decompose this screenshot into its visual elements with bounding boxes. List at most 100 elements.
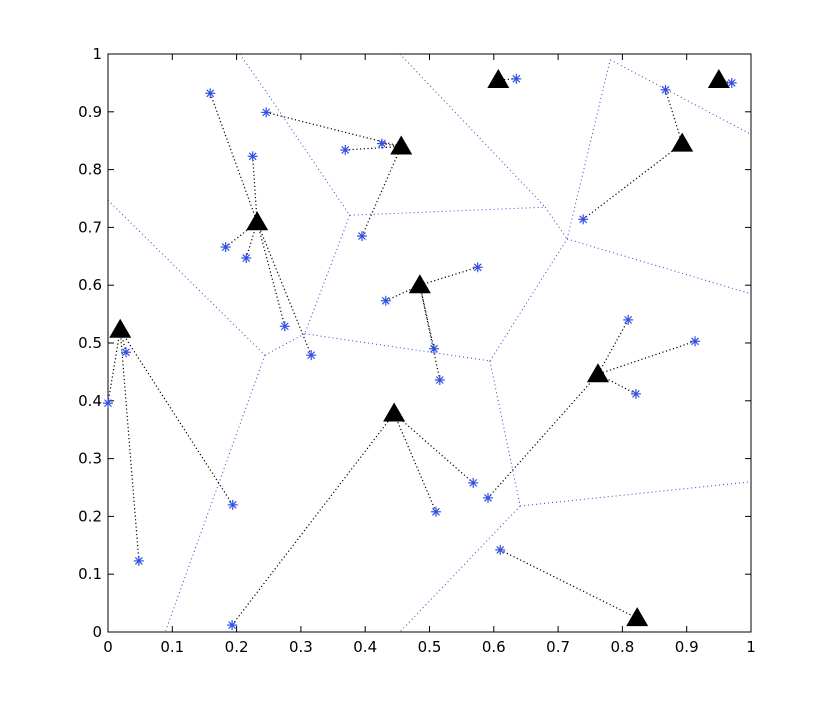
asterisk-stroke	[122, 348, 130, 357]
x-tick-label: 0.2	[225, 638, 249, 656]
asterisk-stroke	[631, 389, 640, 398]
asterisk-stroke	[512, 74, 521, 83]
data-point	[279, 321, 290, 332]
asterisk-stroke	[496, 545, 505, 554]
y-tick-label: 1	[92, 45, 102, 63]
assignment-link	[266, 111, 402, 148]
y-tick-label: 0.1	[78, 565, 102, 583]
data-point	[133, 555, 144, 566]
y-tick-label: 0.9	[78, 103, 102, 121]
y-tick-label: 0	[92, 623, 102, 641]
x-tick-label: 0	[103, 638, 113, 656]
assignment-link	[597, 340, 696, 375]
x-tick-label: 0.4	[353, 638, 377, 656]
asterisk-stroke	[691, 337, 699, 346]
asterisk-stroke	[358, 232, 366, 240]
assignment-link	[393, 413, 474, 484]
center-marker	[246, 211, 269, 231]
data-point	[429, 343, 440, 354]
assignment-link	[345, 145, 402, 151]
asterisk-stroke	[206, 89, 215, 98]
voronoi-edge	[399, 53, 546, 208]
x-tick-label: 0.1	[160, 638, 184, 656]
assignment-link	[209, 93, 258, 223]
data-point	[660, 84, 671, 95]
asterisk-stroke	[435, 376, 444, 384]
asterisk-stroke	[473, 263, 482, 272]
data-point	[261, 107, 272, 118]
x-tick-label: 0.3	[289, 638, 313, 656]
asterisk-stroke	[727, 78, 736, 87]
voronoi-edge	[349, 206, 546, 216]
voronoi-edge	[304, 215, 351, 334]
plot-frame	[107, 53, 752, 633]
voronoi-edge	[399, 505, 521, 633]
asterisk-stroke	[430, 344, 438, 353]
asterisk-stroke	[469, 478, 478, 487]
y-tick-label: 0.7	[78, 218, 102, 236]
asterisk-stroke	[381, 296, 390, 305]
voronoi-edge	[489, 238, 568, 362]
data-point	[430, 506, 441, 517]
y-tick-label: 0.6	[78, 276, 102, 294]
data-point	[227, 499, 238, 510]
assignment-link	[597, 319, 629, 375]
data-point	[495, 544, 506, 555]
x-tick-label: 1	[746, 638, 756, 656]
data-point	[227, 620, 238, 631]
data-point	[121, 347, 132, 358]
x-tick-label: 0.5	[418, 638, 442, 656]
center-marker	[408, 274, 431, 294]
assignment-link	[393, 413, 437, 513]
voronoi-edge	[520, 481, 752, 507]
assignment-link	[256, 221, 312, 356]
voronoi-edge	[489, 360, 521, 507]
asterisk-stroke	[221, 243, 230, 251]
x-tick-label: 0.7	[546, 638, 570, 656]
voronoi-edge	[164, 354, 266, 633]
voronoi-edge	[609, 59, 752, 135]
assignment-link	[361, 146, 402, 237]
data-point	[483, 492, 494, 503]
voronoi-edge	[304, 333, 491, 362]
data-point	[726, 77, 737, 88]
data-point	[376, 138, 387, 149]
asterisk-stroke	[104, 399, 112, 408]
assignment-link	[256, 222, 286, 327]
assignment-link	[231, 413, 395, 626]
data-point	[205, 88, 216, 99]
data-point	[468, 477, 479, 488]
center-marker	[707, 69, 730, 89]
assignment-link	[487, 373, 599, 499]
center-marker	[626, 607, 649, 627]
voronoi-edge	[566, 59, 611, 240]
asterisk-stroke	[280, 322, 289, 331]
assignment-link	[582, 143, 683, 220]
data-point	[472, 262, 483, 273]
assignment-link	[107, 329, 121, 404]
data-point	[306, 350, 317, 361]
center-marker	[383, 402, 406, 422]
asterisk-stroke	[307, 351, 316, 360]
asterisk-stroke	[242, 254, 251, 262]
data-point	[690, 336, 701, 347]
voronoi-edge	[566, 238, 752, 295]
data-point	[241, 253, 252, 264]
data-point	[340, 144, 351, 155]
center-marker	[487, 69, 510, 89]
assignment-link	[419, 266, 478, 286]
data-point	[578, 214, 589, 225]
data-point	[630, 388, 641, 399]
asterisk-stroke	[661, 85, 670, 94]
asterisk-stroke	[262, 108, 271, 117]
data-point	[220, 242, 231, 253]
data-point	[511, 73, 522, 84]
assignment-link	[419, 285, 435, 349]
y-tick-label: 0.8	[78, 161, 102, 179]
asterisk-stroke	[248, 152, 257, 161]
assignment-link	[419, 285, 441, 381]
voronoi-edge	[239, 53, 268, 94]
asterisk-stroke	[624, 315, 633, 324]
data-point	[103, 398, 113, 409]
